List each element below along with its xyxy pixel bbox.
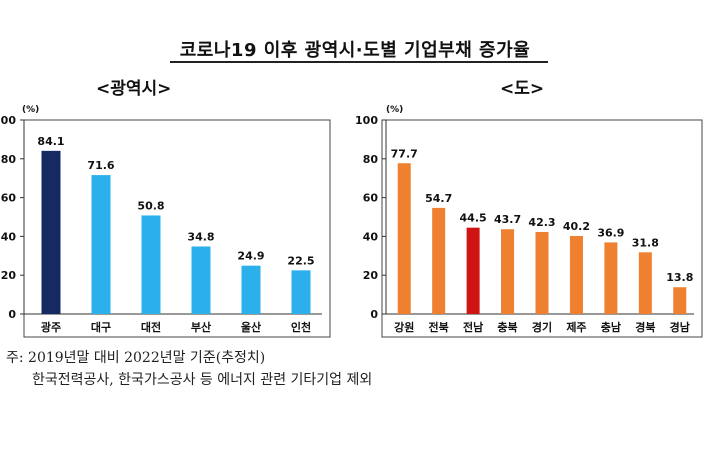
x-tick-label-충남: 충남	[601, 320, 621, 334]
bar-광주	[41, 150, 61, 314]
x-tick-label-전남: 전남	[463, 320, 483, 334]
x-tick-label-제주: 제주	[566, 320, 586, 334]
bar-대전	[141, 215, 161, 314]
footnote-basis: 주: 2019년말 대비 2022년말 기준(추정치)	[6, 350, 266, 366]
y-tick-label: 40	[363, 230, 379, 243]
bar-전북	[432, 207, 446, 314]
data-label-광주: 84.1	[37, 135, 64, 148]
bar-경기	[535, 231, 549, 314]
y-unit-label: (%)	[386, 105, 403, 115]
y-tick-label: 60	[1, 192, 17, 205]
y-tick-label: 0	[8, 308, 16, 321]
title-underline	[170, 61, 548, 63]
data-label-충남: 36.9	[597, 226, 624, 239]
bar-충남	[604, 242, 618, 314]
data-label-부산: 34.8	[187, 230, 214, 243]
x-tick-label-경남: 경남	[670, 320, 690, 334]
bar-부산	[191, 246, 211, 314]
data-label-제주: 40.2	[563, 220, 590, 233]
x-tick-label-광주: 광주	[41, 321, 61, 334]
bar-인천	[291, 270, 311, 314]
x-tick-label-전북: 전북	[429, 320, 449, 334]
bar-울산	[241, 265, 261, 314]
data-label-경북: 31.8	[632, 236, 659, 249]
data-label-대전: 50.8	[137, 199, 164, 212]
y-tick-label: 60	[363, 192, 379, 205]
bar-제주	[569, 236, 583, 314]
y-unit-label: (%)	[22, 105, 39, 115]
chart-frame	[381, 119, 703, 338]
data-label-인천: 22.5	[287, 254, 314, 267]
x-tick-label-경기: 경기	[532, 320, 552, 334]
metro-bar-chart: (%) 0 20 40 60 80 100 84.1 광주 71.6 대구 50.8 대전 34.8 부산 2…	[0, 105, 331, 338]
chart-title: 코로나19 이후 광역시·도별 기업부채 증가율	[179, 40, 531, 61]
x-tick-label-충북: 충북	[497, 320, 517, 334]
y-tick-label: 100	[355, 114, 378, 127]
bar-경북	[638, 252, 652, 314]
data-label-전남: 44.5	[460, 212, 487, 225]
x-tick-label-경북: 경북	[635, 320, 655, 334]
x-tick-label-대구: 대구	[91, 320, 111, 334]
bar-전남	[466, 227, 480, 314]
x-tick-label-부산: 부산	[191, 320, 211, 334]
bar-경남	[673, 287, 687, 314]
data-label-울산: 24.9	[237, 250, 264, 263]
data-label-전북: 54.7	[425, 192, 452, 205]
data-label-강원: 77.7	[391, 147, 418, 160]
y-tick-label: 20	[1, 269, 17, 282]
bar-강원	[397, 163, 411, 314]
data-label-충북: 43.7	[494, 213, 521, 226]
province-bar-chart: (%) 0 20 40 60 80 100 77.7 강원 54.7 전북 44.5 전남 43.7 충북 4…	[355, 105, 703, 338]
y-tick-label: 100	[0, 114, 16, 127]
footnote-exclusion: 한국전력공사, 한국가스공사 등 에너지 관련 기타기업 제외	[32, 372, 373, 388]
y-tick-label: 0	[370, 308, 378, 321]
x-tick-label-강원: 강원	[394, 320, 414, 334]
y-tick-label: 40	[1, 230, 17, 243]
left-chart-subtitle: <광역시>	[96, 79, 172, 99]
bar-대구	[91, 175, 111, 314]
y-tick-label: 80	[363, 153, 379, 166]
x-tick-label-울산: 울산	[241, 320, 261, 334]
x-tick-label-인천: 인천	[291, 320, 311, 334]
x-tick-label-대전: 대전	[141, 320, 161, 334]
y-tick-label: 80	[1, 153, 17, 166]
data-label-대구: 71.6	[87, 159, 114, 172]
bar-충북	[501, 229, 515, 314]
data-label-경남: 13.8	[666, 271, 693, 284]
right-chart-subtitle: <도>	[500, 79, 545, 99]
chart-frame	[23, 119, 331, 338]
y-tick-label: 20	[363, 269, 379, 282]
data-label-경기: 42.3	[528, 216, 555, 229]
